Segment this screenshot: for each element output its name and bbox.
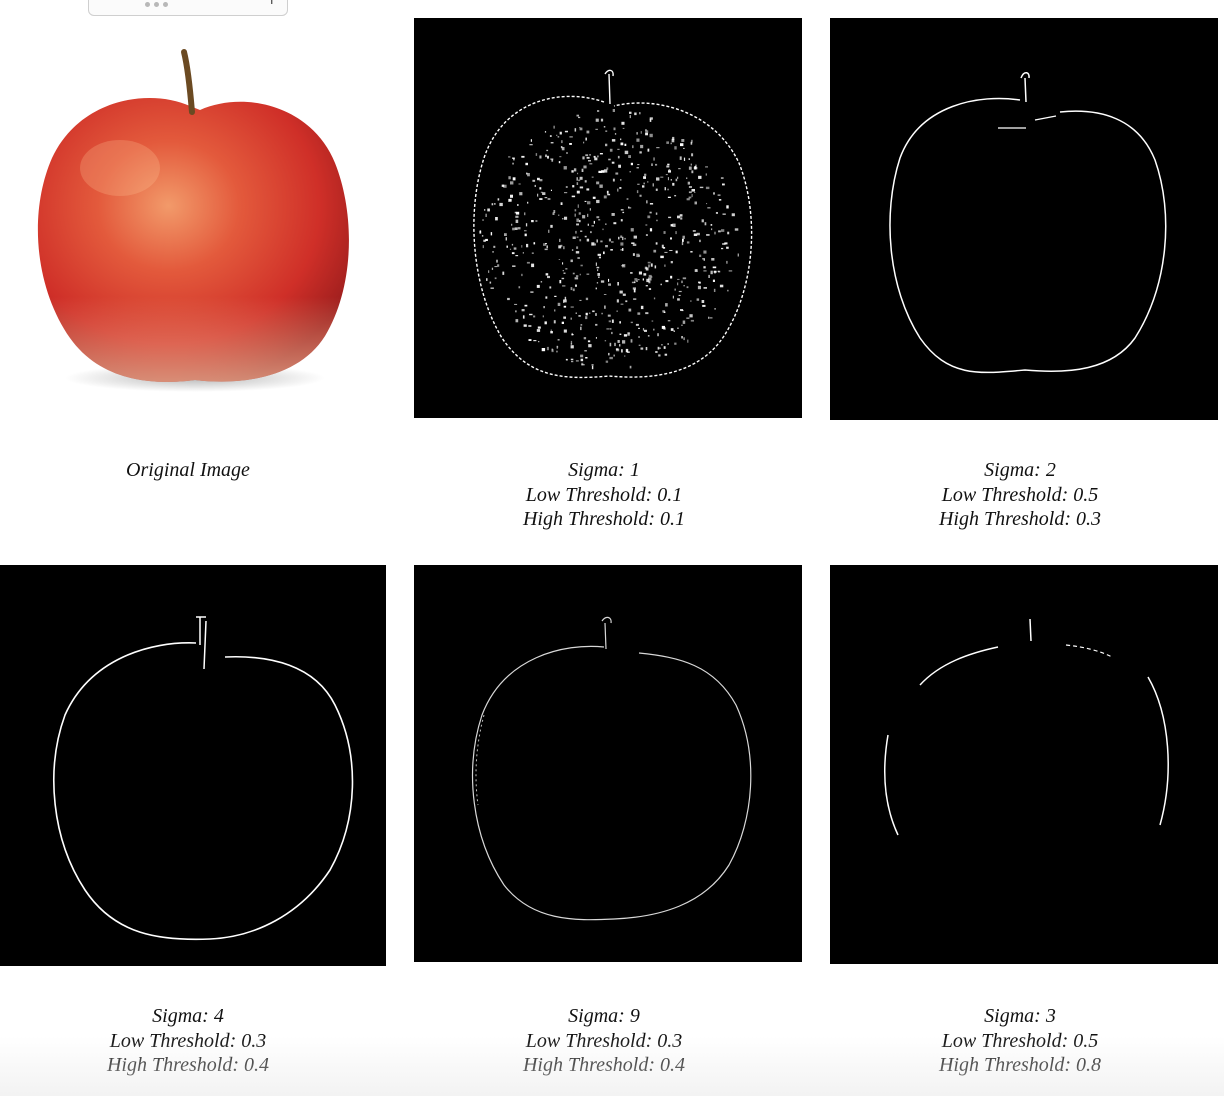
caption-line: High Threshold: 0.3 xyxy=(938,508,1102,530)
edge-map-sigma-1 xyxy=(473,69,753,379)
zoom-out-button[interactable]: - xyxy=(229,0,235,7)
caption-line: Sigma: 1 xyxy=(568,459,640,481)
edge-map-sigma-4 xyxy=(53,616,354,941)
caption-line: Low Threshold: 0.5 xyxy=(941,483,1099,506)
caption-line: Sigma: 3 xyxy=(984,1005,1056,1027)
caption-line: Sigma: 4 xyxy=(152,1005,224,1027)
edge-map-sigma-3 xyxy=(884,618,1169,836)
zoom-in-button[interactable]: + xyxy=(265,0,278,7)
caption-line: Low Threshold: 0.5 xyxy=(941,1029,1099,1052)
edge-panel-sigma-9 xyxy=(414,565,802,962)
caption-line: High Threshold: 0.4 xyxy=(522,1054,686,1076)
caption-sigma-1: Sigma: 1 Low Threshold: 0.1 High Thresho… xyxy=(414,458,794,532)
caption-line: High Threshold: 0.4 xyxy=(106,1054,270,1076)
caption-line: Sigma: 2 xyxy=(984,459,1056,481)
caption-line: Low Threshold: 0.3 xyxy=(525,1029,683,1052)
caption-line: High Threshold: 0.8 xyxy=(938,1054,1102,1076)
caption-sigma-4: Sigma: 4 Low Threshold: 0.3 High Thresho… xyxy=(0,1004,376,1078)
caption-line: Sigma: 9 xyxy=(568,1005,640,1027)
edge-map-sigma-9 xyxy=(471,616,752,921)
apple-photo xyxy=(37,49,349,392)
caption-line: Low Threshold: 0.1 xyxy=(525,483,683,506)
edge-map-sigma-2 xyxy=(889,72,1167,374)
caption-sigma-9: Sigma: 9 Low Threshold: 0.3 High Thresho… xyxy=(414,1004,794,1078)
image-toolbar: - + xyxy=(88,0,288,16)
edge-panel-sigma-1 xyxy=(414,18,802,418)
edge-panel-sigma-4 xyxy=(0,565,386,966)
original-image xyxy=(0,18,386,418)
more-dots-icon[interactable] xyxy=(145,2,168,7)
caption-line: Low Threshold: 0.3 xyxy=(109,1029,267,1052)
caption-line: Original Image xyxy=(126,459,250,481)
caption-sigma-3: Sigma: 3 Low Threshold: 0.5 High Thresho… xyxy=(830,1004,1210,1078)
edge-panel-sigma-3 xyxy=(830,565,1218,964)
caption-sigma-2: Sigma: 2 Low Threshold: 0.5 High Thresho… xyxy=(830,458,1210,532)
edge-panel-sigma-2 xyxy=(830,18,1218,420)
caption-original: Original Image xyxy=(0,458,376,483)
caption-line: High Threshold: 0.1 xyxy=(522,508,686,530)
